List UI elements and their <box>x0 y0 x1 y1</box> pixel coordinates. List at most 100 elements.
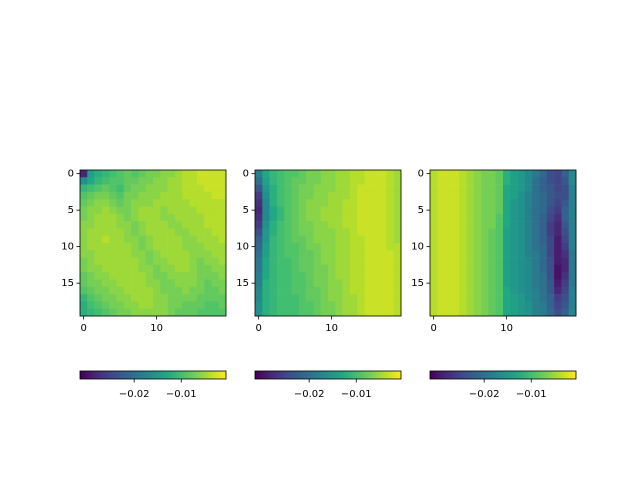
heatmap-cell <box>131 279 139 288</box>
heatmap-cell <box>167 235 176 244</box>
heatmap-cell <box>291 301 300 309</box>
heatmap-cell <box>539 170 548 178</box>
heatmap-cell <box>276 221 285 229</box>
x-tick-label: 0 <box>80 323 86 334</box>
heatmap-cell <box>481 264 489 273</box>
heatmap-cell <box>218 301 227 309</box>
heatmap-cell <box>153 308 161 317</box>
heatmap-cell <box>386 243 394 251</box>
heatmap-cell <box>123 170 132 178</box>
heatmap-cell <box>488 199 496 207</box>
heatmap-cell <box>379 264 387 273</box>
heatmap-cell <box>182 272 190 280</box>
heatmap-cell <box>510 272 518 280</box>
heatmap-cell <box>371 228 380 236</box>
heatmap-cell <box>101 250 110 258</box>
heatmap-cell <box>255 243 263 251</box>
heatmap-cell <box>568 286 577 295</box>
heatmap-cell <box>138 257 146 266</box>
heatmap-cell <box>561 243 569 251</box>
heatmap-cell <box>561 177 569 185</box>
heatmap-cell <box>269 264 278 273</box>
heatmap-cell <box>298 213 307 222</box>
heatmap-cell <box>182 264 190 273</box>
heatmap-cell <box>488 243 496 251</box>
heatmap-cell <box>495 177 504 185</box>
heatmap-cell <box>364 308 373 317</box>
heatmap-cell <box>262 191 270 200</box>
heatmap-cell <box>94 170 103 178</box>
heatmap-cell <box>451 308 460 317</box>
heatmap-cell <box>145 213 154 222</box>
y-tick-label: 0 <box>418 169 424 180</box>
heatmap-cell <box>145 221 154 229</box>
heatmap-cell <box>284 206 292 215</box>
heatmap-cell <box>211 221 219 229</box>
heatmap-cell <box>524 206 533 215</box>
heatmap-cell <box>364 301 373 309</box>
heatmap-cell <box>123 308 132 317</box>
heatmap-cell <box>189 199 198 207</box>
heatmap-cell <box>532 272 540 280</box>
heatmap-cell <box>182 286 190 295</box>
heatmap-cell <box>517 243 526 251</box>
heatmap-cell <box>189 279 198 288</box>
heatmap-cell <box>320 264 329 273</box>
heatmap-cell <box>116 264 125 273</box>
heatmap-cell <box>174 257 183 266</box>
heatmap-cell <box>568 257 577 266</box>
heatmap-cell <box>262 257 270 266</box>
heatmap-cell <box>101 286 110 295</box>
heatmap-cell <box>131 199 139 207</box>
heatmap-cell <box>546 170 555 178</box>
heatmap-cell <box>510 170 518 178</box>
heatmap-cell <box>503 199 511 207</box>
heatmap-cell <box>437 228 445 236</box>
heatmap-cell <box>510 257 518 266</box>
heatmap-cell <box>386 213 394 222</box>
heatmap-cell <box>87 308 95 317</box>
heatmap-cell <box>313 243 321 251</box>
heatmap-cell <box>568 264 577 273</box>
heatmap-cell <box>189 264 198 273</box>
heatmap-cell <box>386 294 394 302</box>
heatmap-cell <box>371 243 380 251</box>
heatmap-cell <box>123 184 132 193</box>
heatmap-cell <box>167 294 176 302</box>
heatmap-cell <box>444 199 453 207</box>
heatmap-cell <box>335 264 343 273</box>
heatmap-cell <box>481 294 489 302</box>
heatmap-cell <box>430 235 438 244</box>
heatmap-cell <box>116 301 125 309</box>
heatmap-cell <box>393 294 402 302</box>
heatmap-cell <box>153 191 161 200</box>
heatmap-cell <box>182 170 190 178</box>
heatmap-cell <box>437 170 445 178</box>
heatmap-cell <box>80 221 88 229</box>
heatmap-cell <box>393 221 402 229</box>
heatmap-cell <box>342 199 351 207</box>
heatmap-cell <box>87 184 95 193</box>
heatmap-cell <box>174 206 183 215</box>
heatmap-cell <box>444 184 453 193</box>
colorbar-tick-label: −0.01 <box>341 389 372 400</box>
heatmap-cell <box>87 221 95 229</box>
heatmap-cell <box>101 257 110 266</box>
heatmap-cell <box>328 308 336 317</box>
heatmap-cell <box>255 221 263 229</box>
heatmap-cell <box>174 235 183 244</box>
heatmap-cell <box>167 308 176 317</box>
heatmap-cell <box>466 301 475 309</box>
heatmap-cell <box>189 301 198 309</box>
heatmap-cell <box>451 184 460 193</box>
heatmap-cell <box>488 272 496 280</box>
heatmap-cell <box>167 177 176 185</box>
heatmap-cell <box>109 228 117 236</box>
heatmap-cell <box>430 221 438 229</box>
heatmap-cell <box>145 286 154 295</box>
heatmap-cell <box>371 264 380 273</box>
heatmap-cell <box>182 301 190 309</box>
heatmap-cell <box>109 272 117 280</box>
heatmap-cell <box>459 184 467 193</box>
heatmap-cell <box>123 257 132 266</box>
